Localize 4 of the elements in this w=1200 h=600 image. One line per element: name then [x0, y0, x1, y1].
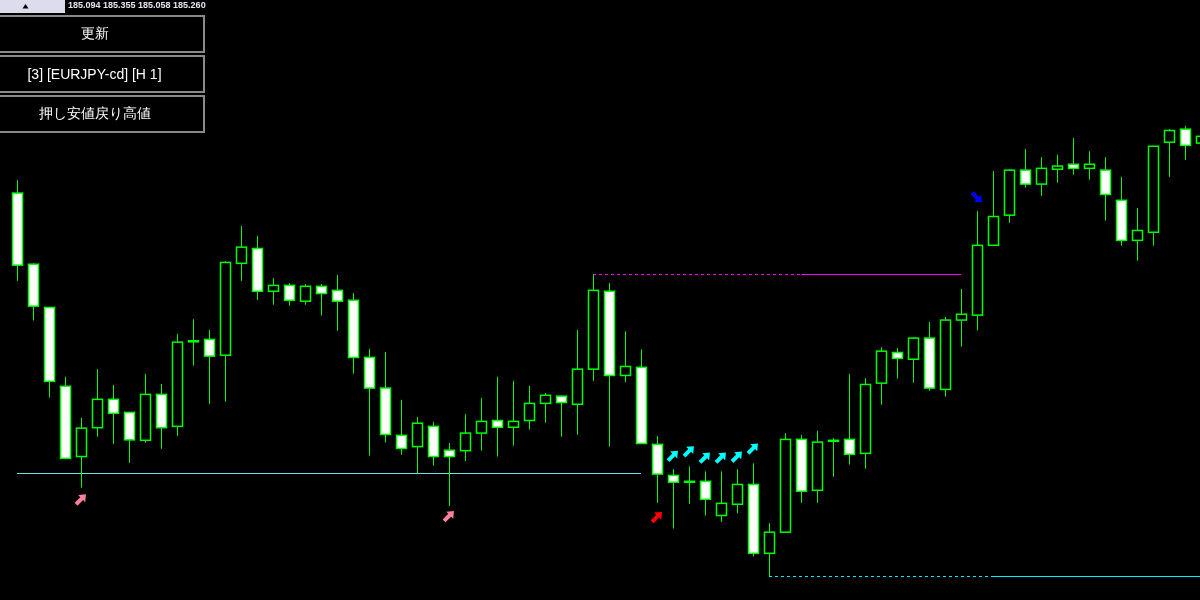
text: 185.094 185.355 185.058 185.260: [68, 0, 206, 10]
button: 押し安値戻り高値: [0, 95, 205, 133]
button: 更新: [0, 15, 205, 53]
button: [3] [EURJPY-cd] [H 1]: [0, 55, 205, 93]
